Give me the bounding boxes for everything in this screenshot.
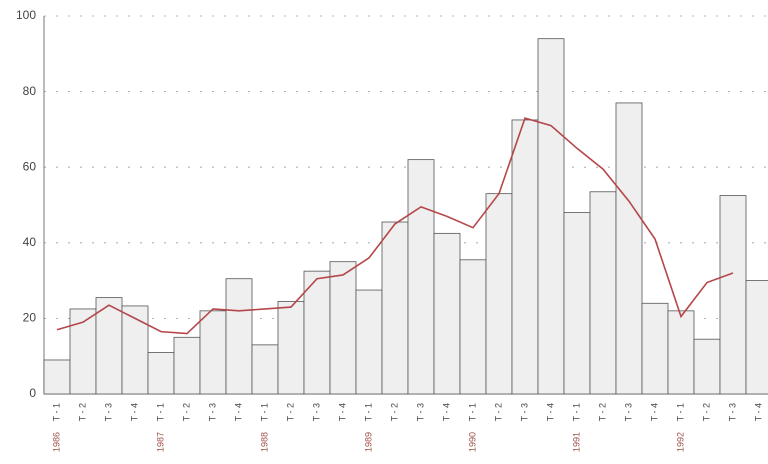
x-tick-label: T - 2: [77, 403, 87, 421]
x-tick-label: T - 2: [701, 403, 711, 421]
x-tick-label: T - 4: [753, 403, 763, 421]
x-tick-label: T - 4: [337, 403, 347, 421]
bar: [407, 159, 435, 395]
x-tick-label: T - 4: [649, 403, 659, 421]
x-tick-label: T - 3: [623, 403, 633, 421]
year-label: 1990: [467, 432, 477, 452]
bar: [485, 193, 513, 395]
bar: [251, 344, 279, 395]
bar: [355, 289, 383, 395]
year-label: 1988: [259, 432, 269, 452]
bar: [147, 352, 175, 395]
x-tick-label: T - 1: [155, 403, 165, 421]
x-tick-label: T - 2: [181, 403, 191, 421]
x-tick-label: T - 1: [51, 403, 61, 421]
bar: [381, 221, 409, 395]
year-label: 1991: [571, 432, 581, 452]
x-tick-label: T - 2: [389, 403, 399, 421]
bar: [615, 102, 643, 395]
x-tick-label: T - 1: [467, 403, 477, 421]
x-tick-label: T - 3: [415, 403, 425, 421]
x-tick-label: T - 4: [233, 403, 243, 421]
y-tick-label: 0: [29, 386, 36, 400]
x-tick-label: T - 1: [571, 403, 581, 421]
bar: [121, 305, 149, 395]
bar: [511, 119, 539, 395]
y-tick-label: 20: [23, 311, 37, 325]
bar: [43, 359, 71, 395]
bar: [667, 310, 695, 395]
x-tick-label: T - 2: [597, 403, 607, 421]
y-tick-label: 60: [23, 159, 37, 173]
x-tick-label: T - 1: [363, 403, 373, 421]
x-tick-label: T - 3: [519, 403, 529, 421]
bar: [433, 232, 461, 395]
y-tick-label: 80: [23, 84, 37, 98]
year-label: 1986: [51, 432, 61, 452]
bar: [745, 280, 768, 395]
bar: [199, 310, 227, 395]
x-tick-label: T - 3: [311, 403, 321, 421]
x-tick-label: T - 3: [103, 403, 113, 421]
trend-line: [56, 117, 734, 335]
x-tick-label: T - 4: [545, 403, 555, 421]
x-tick-label: T - 2: [493, 403, 503, 421]
bar: [693, 338, 721, 395]
year-label: 1989: [363, 432, 373, 452]
bar: [459, 259, 487, 395]
bar: [641, 302, 669, 395]
bar: [719, 195, 747, 395]
x-tick-label: T - 1: [259, 403, 269, 421]
x-tick-label: T - 1: [675, 403, 685, 421]
bar: [329, 261, 357, 395]
y-tick-label: 40: [23, 235, 37, 249]
x-tick-label: T - 4: [441, 403, 451, 421]
year-label: 1987: [155, 432, 165, 452]
bar: [277, 300, 305, 395]
bar: [69, 308, 97, 395]
x-tick-label: T - 4: [129, 403, 139, 421]
bar: [173, 336, 201, 395]
x-tick-label: T - 2: [285, 403, 295, 421]
y-tick-label: 100: [16, 8, 36, 22]
bar: [225, 278, 253, 395]
x-tick-label: T - 3: [207, 403, 217, 421]
bar: [589, 191, 617, 395]
year-label: 1992: [675, 432, 685, 452]
bar: [537, 38, 565, 395]
bar: [563, 212, 591, 395]
x-tick-label: T - 3: [727, 403, 737, 421]
bar: [95, 297, 123, 395]
